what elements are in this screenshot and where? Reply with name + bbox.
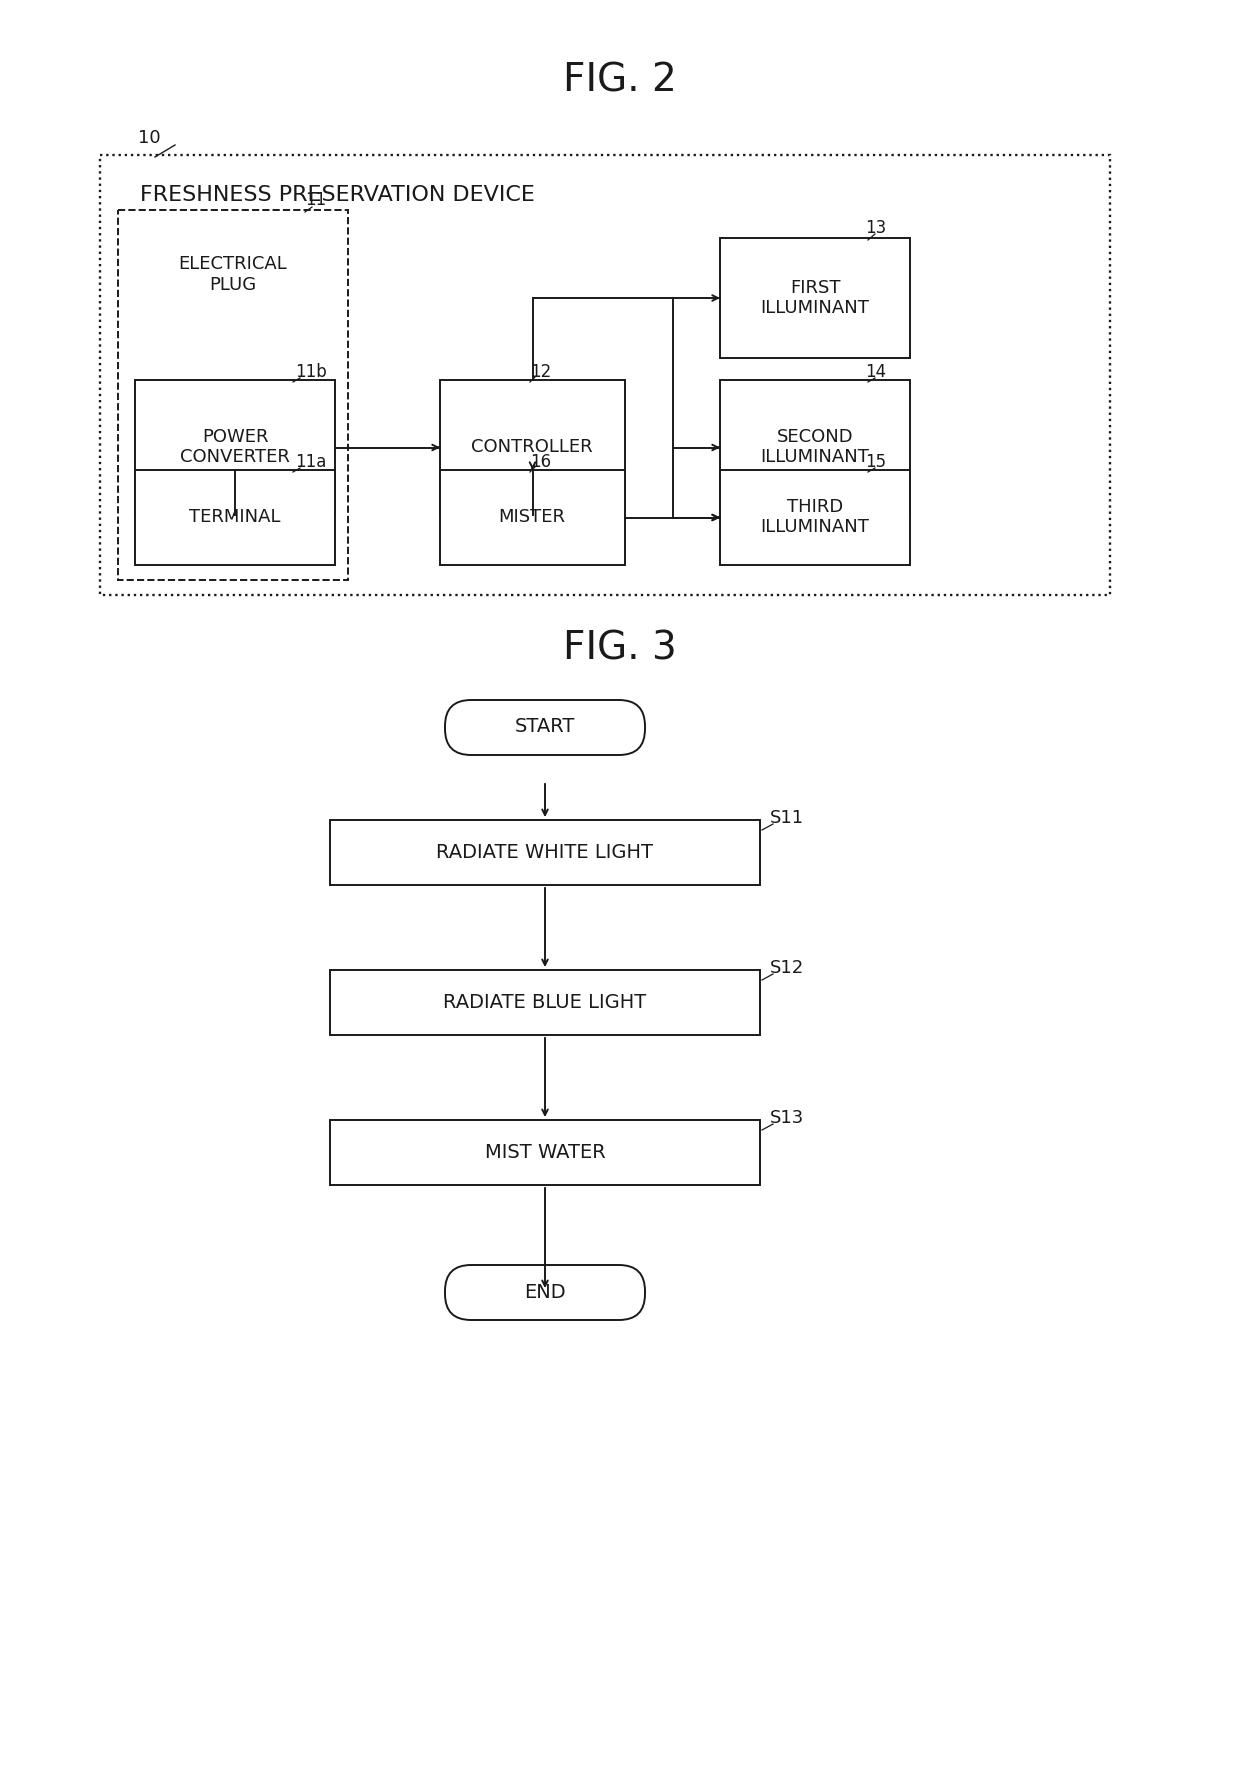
Text: POWER
CONVERTER: POWER CONVERTER	[180, 427, 290, 467]
Text: 13: 13	[866, 218, 887, 238]
Text: RADIATE WHITE LIGHT: RADIATE WHITE LIGHT	[436, 842, 653, 862]
Text: 12: 12	[529, 363, 552, 381]
Bar	[330, 1119, 760, 1185]
Text: SECOND
ILLUMINANT: SECOND ILLUMINANT	[760, 427, 869, 467]
Bar	[720, 381, 910, 515]
Text: 11a: 11a	[295, 452, 326, 470]
Bar	[100, 156, 1110, 595]
Text: FIG. 2: FIG. 2	[563, 61, 677, 98]
Text: CONTROLLER: CONTROLLER	[471, 438, 593, 456]
Bar	[330, 971, 760, 1035]
Text: END: END	[525, 1282, 565, 1302]
Bar	[440, 381, 625, 515]
Text: FRESHNESS PRESERVATION DEVICE: FRESHNESS PRESERVATION DEVICE	[140, 184, 534, 206]
Text: S13: S13	[770, 1109, 805, 1126]
Text: 14: 14	[866, 363, 887, 381]
Text: S12: S12	[770, 958, 805, 976]
FancyBboxPatch shape	[445, 1264, 645, 1320]
Bar	[330, 821, 760, 885]
Bar	[135, 470, 335, 565]
FancyBboxPatch shape	[445, 699, 645, 755]
Text: RADIATE BLUE LIGHT: RADIATE BLUE LIGHT	[444, 992, 646, 1012]
Text: 16: 16	[529, 452, 551, 470]
Text: ELECTRICAL
PLUG: ELECTRICAL PLUG	[179, 256, 288, 293]
Bar	[118, 209, 348, 579]
Text: MISTER: MISTER	[498, 508, 565, 526]
Bar	[720, 470, 910, 565]
Text: 15: 15	[866, 452, 887, 470]
Text: START: START	[515, 717, 575, 737]
Text: TERMINAL: TERMINAL	[190, 508, 280, 526]
Text: THIRD
ILLUMINANT: THIRD ILLUMINANT	[760, 497, 869, 536]
Text: FIRST
ILLUMINANT: FIRST ILLUMINANT	[760, 279, 869, 318]
Text: 10: 10	[138, 129, 161, 147]
Text: S11: S11	[770, 808, 804, 828]
Text: 11b: 11b	[295, 363, 327, 381]
Bar	[720, 238, 910, 358]
Text: FIG. 3: FIG. 3	[563, 629, 677, 667]
Text: 11: 11	[305, 191, 326, 209]
Bar	[135, 381, 335, 515]
Bar	[440, 470, 625, 565]
Text: MIST WATER: MIST WATER	[485, 1143, 605, 1162]
